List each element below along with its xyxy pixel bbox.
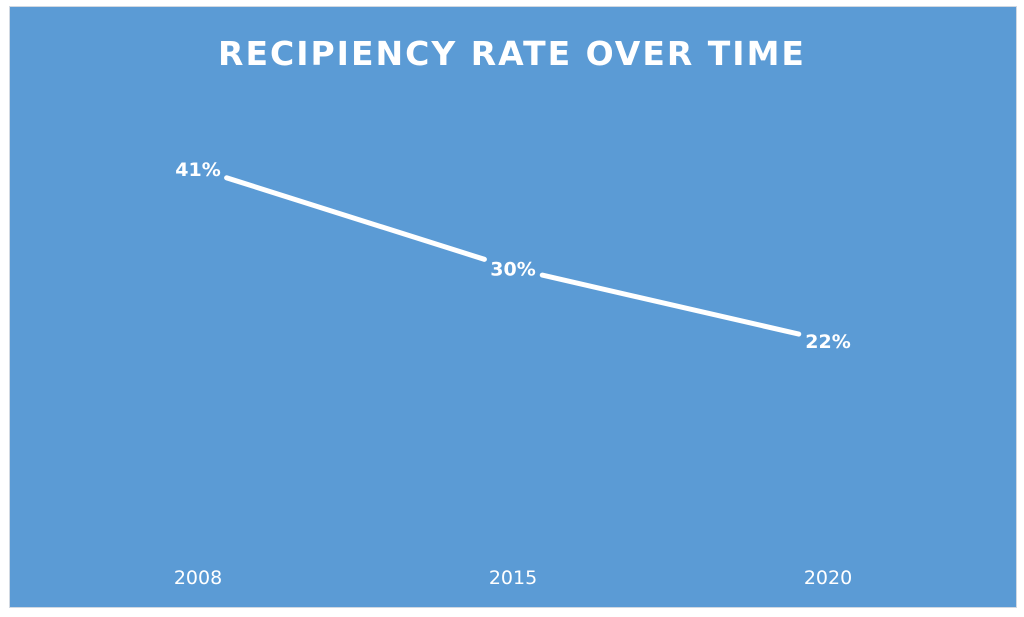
- x-tick-label-2015: 2015: [489, 567, 537, 589]
- data-label-2008: 41%: [175, 159, 220, 181]
- series-line-segment-1: [224, 175, 487, 262]
- chart-title: RECIPIENCY RATE OVER TIME: [218, 34, 806, 73]
- data-label-2020: 22%: [805, 331, 850, 353]
- x-tick-label-2020: 2020: [804, 567, 852, 589]
- series-line-segment-2: [539, 272, 802, 337]
- plot-layer: 41% 30% 22% 2008 2015 2020: [174, 159, 852, 589]
- x-tick-label-2008: 2008: [174, 567, 222, 589]
- data-label-2015: 30%: [490, 258, 535, 280]
